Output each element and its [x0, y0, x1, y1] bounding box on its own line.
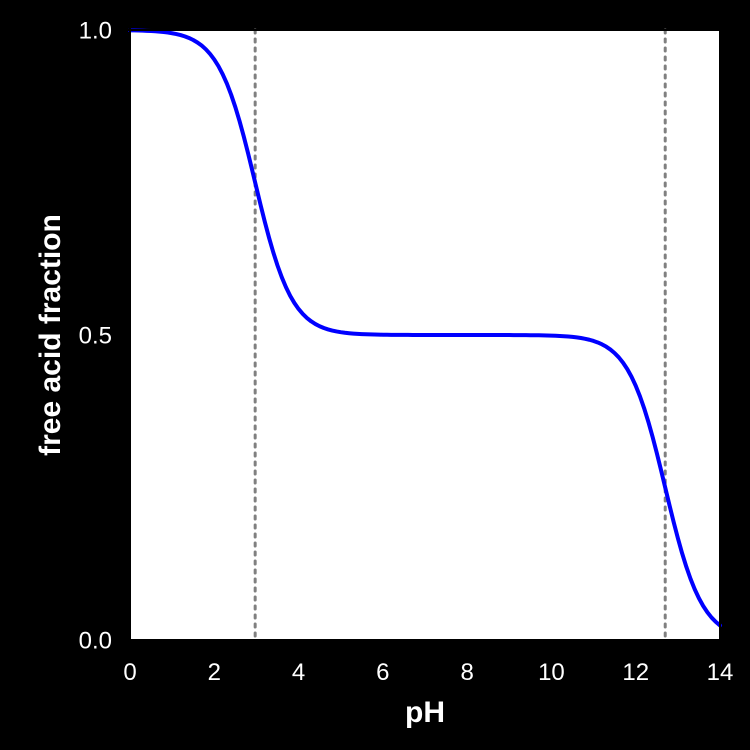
chart-svg: 0 2 4 6 8 10 12 14 0.0 0.5 1.0 pH free acid fraction: [0, 0, 750, 750]
x-tick-label: 8: [460, 659, 473, 686]
y-tick-label: 0.5: [79, 322, 112, 349]
x-tick-label: 2: [208, 659, 221, 686]
y-tick-label: 1.0: [79, 17, 112, 44]
x-tick-label: 6: [376, 659, 389, 686]
x-tick-label: 12: [622, 659, 649, 686]
x-tick-label: 0: [123, 659, 136, 686]
y-axis-label: free acid fraction: [34, 214, 67, 456]
chart-container: 0 2 4 6 8 10 12 14 0.0 0.5 1.0 pH free acid fraction: [0, 0, 750, 750]
y-tick-label: 0.0: [79, 627, 112, 654]
x-axis-label: pH: [405, 696, 445, 729]
x-tick-label: 4: [292, 659, 305, 686]
x-tick-label: 14: [707, 659, 734, 686]
x-tick-label: 10: [538, 659, 565, 686]
